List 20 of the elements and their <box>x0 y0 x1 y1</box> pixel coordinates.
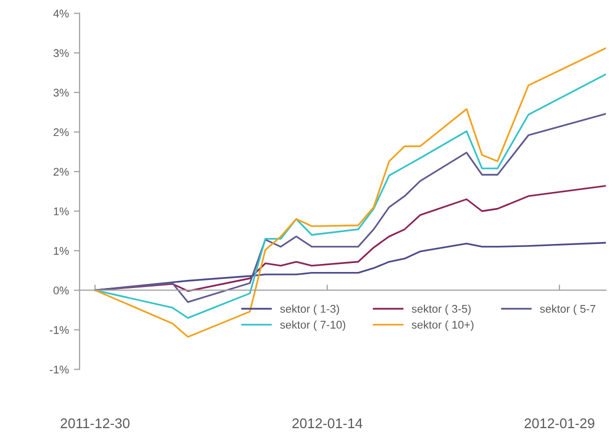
legend-label: sektor ( 1-3) <box>280 304 340 315</box>
x-tick-label: 2012-01-29 <box>524 418 594 428</box>
y-tick-label: -1% <box>50 366 69 374</box>
y-tick-label: 1% <box>54 247 69 255</box>
y-tick-label: 2% <box>54 168 69 176</box>
legend-label: sektor ( 7-10) <box>280 320 346 331</box>
legend-label: sektor ( 10+) <box>412 320 474 331</box>
line-series <box>94 112 606 303</box>
legend-label: sektor ( 3-5) <box>412 304 471 315</box>
x-tick-label: 2012-01-14 <box>292 418 362 428</box>
legend-label: sektor ( 5-7 <box>540 304 596 315</box>
y-tick-label: 3% <box>54 49 69 58</box>
x-tick-label: 2011-12-30 <box>60 418 130 428</box>
y-tick-label: 0% <box>54 286 69 294</box>
y-tick-label: 3% <box>54 88 69 97</box>
y-tick-label: -1% <box>50 326 69 334</box>
y-tick-label: 1% <box>54 207 69 216</box>
y-tick-label: 4% <box>53 10 69 18</box>
y-tick-label: 2% <box>54 128 69 136</box>
line-series <box>94 47 606 338</box>
